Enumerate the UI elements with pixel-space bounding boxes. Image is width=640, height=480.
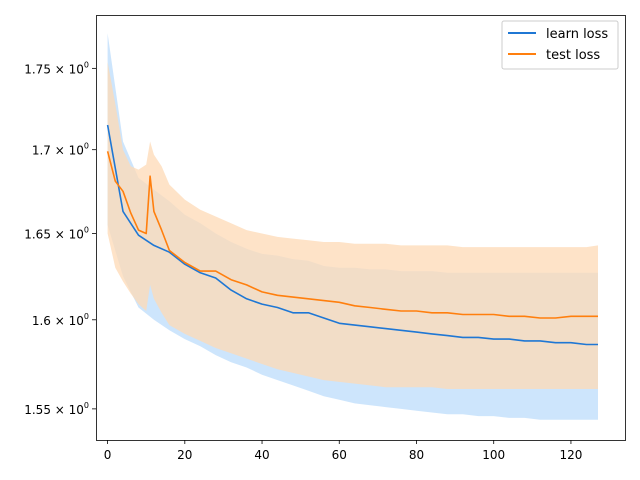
x-axis: 0 20 40 60 80 100 120: [104, 440, 582, 462]
x-tick-label: 120: [559, 448, 582, 462]
legend: learn loss test loss: [501, 20, 619, 70]
test-loss-band: [107, 62, 598, 389]
x-tick-label: 20: [177, 448, 192, 462]
x-tick-label: 100: [482, 448, 505, 462]
y-axis: 1.55 × 100 1.6 × 100 1.65 × 100 1.7 × 100 1.…: [24, 60, 96, 417]
legend-label-test-loss: test loss: [546, 48, 600, 63]
x-tick-label: 80: [409, 448, 424, 462]
y-tick-label: 1.7 × 100: [32, 142, 89, 158]
y-tick-label: 1.6 × 100: [32, 312, 89, 328]
y-tick-label: 1.55 × 100: [24, 401, 89, 417]
x-tick-label: 0: [104, 448, 112, 462]
x-tick-label: 60: [332, 448, 347, 462]
y-tick-label: 1.75 × 100: [24, 60, 89, 76]
confidence-bands: [107, 33, 598, 420]
test-loss-line: [106, 151, 598, 319]
legend-label-learn-loss: learn loss: [546, 27, 608, 42]
series-lines: [106, 124, 598, 346]
x-tick-label: 40: [254, 448, 269, 462]
plot-frame: [96, 15, 626, 441]
y-tick-label: 1.65 × 100: [24, 225, 89, 241]
learn-loss-line: [106, 124, 598, 346]
